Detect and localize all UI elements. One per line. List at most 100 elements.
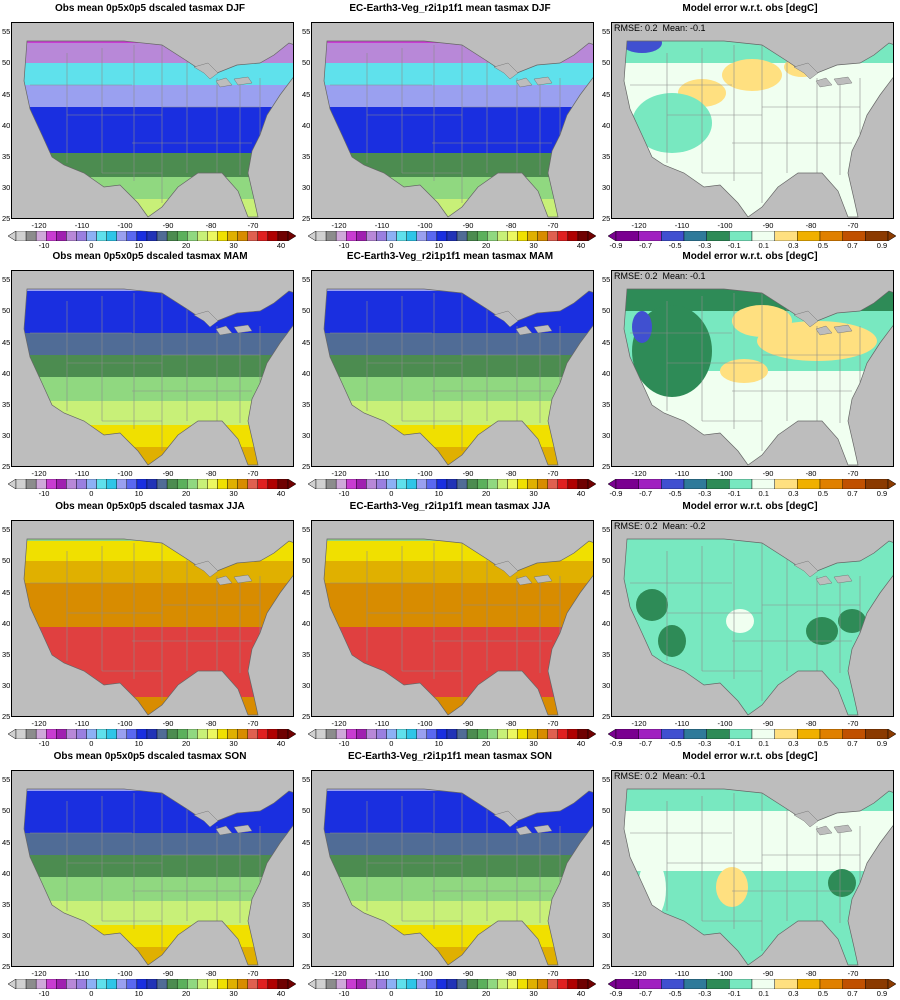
- colorbar-swatch: [96, 479, 107, 489]
- colorbar-tick-label: -0.7: [639, 489, 653, 498]
- lon-tick-label: -80: [205, 719, 217, 728]
- colorbar-swatch: [386, 979, 397, 989]
- lon-tick-label: -100: [417, 969, 433, 978]
- colorbar-swatch: [527, 231, 538, 241]
- error-map-panel: Model error w.r.t. obs [degC] RMSE: 0.2 M…: [600, 0, 900, 250]
- lat-tick-label: 50: [2, 58, 11, 67]
- colorbar-low-arrow: [308, 231, 317, 241]
- lat-tick-label: 30: [2, 931, 11, 940]
- colorbar-tick-label: -0.5: [668, 989, 682, 998]
- colorbar-tick-label: 0.1: [758, 989, 769, 998]
- colorbar-swatch: [267, 231, 279, 241]
- lat-tick-label: 35: [302, 152, 311, 161]
- lon-tick-label: -100: [717, 469, 733, 478]
- colorbar-tick-label: -10: [338, 489, 350, 498]
- colorbar-swatch: [638, 231, 662, 241]
- colorbar-tick-label: -0.9: [609, 489, 623, 498]
- colorbar-swatch: [257, 729, 269, 739]
- state-borders: [330, 793, 561, 951]
- map-frame: RMSE: 0.2 Mean: -0.2: [611, 520, 894, 717]
- state-borders: [630, 45, 861, 203]
- value-band: [24, 855, 293, 878]
- colorbar-tick-label: 10: [134, 489, 143, 498]
- colorbar-swatch: [416, 231, 428, 241]
- colorbar-swatch: [577, 479, 589, 489]
- lon-tick-label: -70: [247, 221, 259, 230]
- lon-tick-label: -120: [631, 969, 647, 978]
- colorbar-swatch: [25, 231, 37, 241]
- colorbar-swatch: [346, 729, 357, 739]
- error-stats-text: RMSE: 0.2 Mean: -0.2: [614, 521, 706, 531]
- panel-title: EC-Earth3-Veg_r2i1p1f1 mean tasmax JJA: [349, 501, 551, 512]
- lon-tick-label: -110: [374, 469, 390, 478]
- colorbar-swatch: [517, 479, 528, 489]
- colorbar-low-arrow: [308, 729, 317, 739]
- colorbar-low-arrow: [8, 979, 17, 989]
- lon-tick-label: -120: [31, 221, 47, 230]
- colorbar-tick-label: 40: [576, 989, 586, 998]
- colorbar-swatch: [456, 729, 468, 739]
- colorbar-swatch: [865, 231, 889, 241]
- colorbar-swatch: [426, 231, 438, 241]
- colorbar-swatch: [136, 231, 148, 241]
- colorbar-low-arrow: [8, 479, 17, 489]
- great-lakes: [193, 310, 253, 336]
- colorbar-tick-label: 0: [389, 489, 394, 498]
- colorbar-swatch: [706, 729, 730, 739]
- colorbar-swatch: [15, 729, 27, 739]
- state-borders: [30, 45, 261, 203]
- colorbar-tick-label: 20: [482, 739, 491, 748]
- value-band: [324, 129, 593, 154]
- colorbar-swatch: [683, 729, 707, 739]
- colorbar-tick-label: -0.9: [609, 241, 623, 250]
- lon-tick-label: -80: [805, 969, 817, 978]
- error-patch: [632, 311, 652, 343]
- colorbar-swatch: [277, 231, 289, 241]
- colorbar-swatch: [187, 231, 198, 241]
- lon-tick-label: -100: [117, 719, 133, 728]
- colorbar-high-arrow: [587, 979, 596, 989]
- map-frame: [311, 22, 594, 219]
- lat-tick-label: 25: [602, 712, 611, 721]
- map-frame: RMSE: 0.2 Mean: -0.1: [611, 270, 894, 467]
- panel-title: Model error w.r.t. obs [degC]: [682, 251, 818, 262]
- lat-tick-label: 55: [602, 275, 611, 284]
- colorbar-swatch: [106, 231, 117, 241]
- colorbar-swatch: [35, 479, 47, 489]
- colorbar-swatch: [46, 479, 57, 489]
- lon-tick-label: -100: [717, 221, 733, 230]
- colorbar-swatch: [615, 729, 639, 739]
- colorbar-swatch: [136, 729, 148, 739]
- colorbar-swatch: [842, 979, 866, 989]
- colorbar-high-arrow: [287, 729, 296, 739]
- state-borders: [630, 793, 861, 951]
- colorbar: [8, 979, 296, 989]
- lat-tick-label: 25: [602, 462, 611, 471]
- panel-title: Model error w.r.t. obs [degC]: [682, 751, 818, 762]
- colorbar-swatch: [537, 479, 548, 489]
- colorbar-swatch: [615, 231, 639, 241]
- colorbar-tick-label: 0: [89, 241, 94, 250]
- colorbar-swatch: [197, 231, 208, 241]
- colorbar: [308, 231, 596, 241]
- lat-tick-label: 50: [2, 306, 11, 315]
- colorbar-low-arrow: [308, 979, 317, 989]
- colorbar-swatch: [116, 479, 128, 489]
- colorbar-swatch: [146, 479, 158, 489]
- colorbar-swatch: [56, 479, 67, 489]
- colorbar-swatch: [729, 479, 753, 489]
- lon-tick-label: -90: [162, 469, 174, 478]
- value-band: [324, 107, 593, 130]
- lat-tick-label: 40: [302, 869, 311, 878]
- colorbar-tick-label: -10: [38, 241, 50, 250]
- error-patch: [828, 869, 856, 897]
- coastline: [23, 538, 293, 716]
- colorbar-swatch: [615, 479, 639, 489]
- great-lakes: [193, 810, 253, 836]
- colorbar-tick-label: -0.7: [639, 739, 653, 748]
- great-lakes: [793, 62, 853, 88]
- lat-tick-label: 50: [302, 556, 311, 565]
- colorbar-swatch: [356, 479, 367, 489]
- coastline: [323, 788, 593, 966]
- colorbar-swatch: [436, 479, 448, 489]
